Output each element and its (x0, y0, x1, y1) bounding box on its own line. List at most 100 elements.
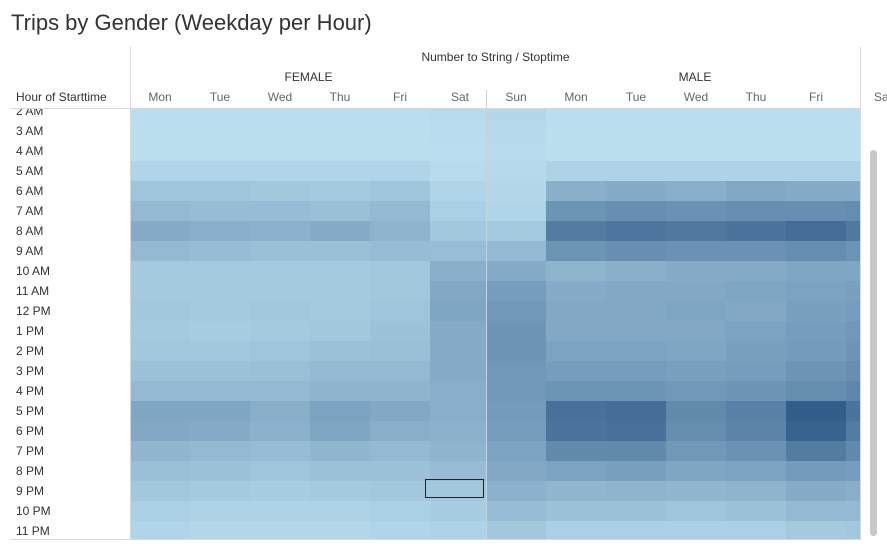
heatmap-cell[interactable] (190, 181, 251, 201)
heatmap-cell[interactable] (726, 421, 787, 441)
heatmap-cell[interactable] (606, 401, 667, 421)
heatmap-cell[interactable] (370, 181, 431, 201)
heatmap-cell[interactable] (131, 221, 191, 241)
heatmap-cell[interactable] (131, 121, 191, 141)
heatmap-cell[interactable] (250, 301, 311, 321)
heatmap-cell[interactable] (606, 321, 667, 341)
heatmap-cell[interactable] (546, 141, 607, 161)
heatmap-cell[interactable] (310, 421, 371, 441)
heatmap-cell[interactable] (430, 341, 491, 361)
heatmap-cell[interactable] (310, 161, 371, 181)
heatmap-cell[interactable] (190, 381, 251, 401)
heatmap-grid[interactable] (131, 109, 860, 539)
heatmap-cell[interactable] (846, 221, 860, 241)
heatmap-cell[interactable] (430, 521, 491, 539)
heatmap-cell[interactable] (250, 261, 311, 281)
heatmap-cell[interactable] (310, 241, 371, 261)
heatmap-cell[interactable] (666, 441, 727, 461)
heatmap-cell[interactable] (250, 501, 311, 521)
heatmap-cell[interactable] (486, 481, 547, 501)
heatmap-cell[interactable] (666, 461, 727, 481)
heatmap-cell[interactable] (190, 421, 251, 441)
heatmap-cell[interactable] (131, 501, 191, 521)
heatmap-cell[interactable] (310, 401, 371, 421)
heatmap-cell[interactable] (370, 221, 431, 241)
heatmap-cell[interactable] (250, 461, 311, 481)
heatmap-cell[interactable] (546, 321, 607, 341)
heatmap-cell[interactable] (606, 301, 667, 321)
heatmap-cell[interactable] (546, 121, 607, 141)
heatmap-cell[interactable] (846, 441, 860, 461)
heatmap-cell[interactable] (786, 109, 847, 121)
heatmap-cell[interactable] (606, 281, 667, 301)
heatmap-cell[interactable] (430, 161, 491, 181)
heatmap-cell[interactable] (486, 141, 547, 161)
heatmap-cell[interactable] (606, 481, 667, 501)
heatmap-cell[interactable] (546, 261, 607, 281)
heatmap-cell[interactable] (786, 121, 847, 141)
heatmap-cell[interactable] (666, 241, 727, 261)
heatmap-cell[interactable] (310, 281, 371, 301)
heatmap-cell[interactable] (546, 201, 607, 221)
heatmap-cell[interactable] (786, 321, 847, 341)
heatmap-cell[interactable] (546, 441, 607, 461)
heatmap-cell[interactable] (786, 521, 847, 539)
heatmap-cell[interactable] (190, 441, 251, 461)
heatmap-cell[interactable] (190, 341, 251, 361)
heatmap-cell[interactable] (486, 281, 547, 301)
heatmap-cell[interactable] (250, 161, 311, 181)
heatmap-cell[interactable] (546, 301, 607, 321)
heatmap-cell[interactable] (250, 521, 311, 539)
heatmap-cell[interactable] (546, 421, 607, 441)
heatmap-cell[interactable] (486, 109, 547, 121)
heatmap-cell[interactable] (846, 321, 860, 341)
heatmap-cell[interactable] (726, 261, 787, 281)
heatmap-cell[interactable] (846, 261, 860, 281)
heatmap-cell[interactable] (546, 381, 607, 401)
heatmap-cell[interactable] (430, 421, 491, 441)
heatmap-cell[interactable] (370, 281, 431, 301)
heatmap-cell[interactable] (370, 341, 431, 361)
heatmap-cell[interactable] (666, 361, 727, 381)
heatmap-cell[interactable] (250, 109, 311, 121)
heatmap-cell[interactable] (190, 121, 251, 141)
heatmap-cell[interactable] (726, 221, 787, 241)
scrollbar-thumb[interactable] (870, 150, 877, 536)
heatmap-cell[interactable] (310, 221, 371, 241)
heatmap-cell[interactable] (846, 121, 860, 141)
heatmap-cell[interactable] (666, 201, 727, 221)
heatmap-cell[interactable] (430, 181, 491, 201)
heatmap-cell[interactable] (726, 501, 787, 521)
heatmap-cell[interactable] (190, 301, 251, 321)
heatmap-cell[interactable] (846, 109, 860, 121)
heatmap-cell[interactable] (190, 501, 251, 521)
heatmap-cell[interactable] (666, 121, 727, 141)
heatmap-cell[interactable] (846, 481, 860, 501)
heatmap-cell[interactable] (546, 401, 607, 421)
heatmap-cell[interactable] (310, 461, 371, 481)
heatmap-cell[interactable] (370, 461, 431, 481)
heatmap-cell[interactable] (486, 201, 547, 221)
heatmap-cell[interactable] (370, 441, 431, 461)
heatmap-cell[interactable] (190, 361, 251, 381)
heatmap-cell[interactable] (786, 201, 847, 221)
heatmap-cell[interactable] (666, 161, 727, 181)
heatmap-cell[interactable] (250, 381, 311, 401)
heatmap-cell[interactable] (726, 341, 787, 361)
heatmap-cell[interactable] (486, 421, 547, 441)
heatmap-cell[interactable] (190, 109, 251, 121)
heatmap-cell[interactable] (846, 141, 860, 161)
heatmap-cell[interactable] (250, 341, 311, 361)
heatmap-cell[interactable] (131, 281, 191, 301)
heatmap-cell[interactable] (666, 481, 727, 501)
heatmap-cell[interactable] (546, 221, 607, 241)
heatmap-cell[interactable] (131, 241, 191, 261)
heatmap-cell[interactable] (846, 521, 860, 539)
heatmap-cell[interactable] (486, 261, 547, 281)
heatmap-cell[interactable] (250, 441, 311, 461)
heatmap-cell[interactable] (606, 261, 667, 281)
heatmap-cell[interactable] (430, 109, 491, 121)
heatmap-cell[interactable] (606, 161, 667, 181)
heatmap-cell[interactable] (131, 361, 191, 381)
heatmap-cell[interactable] (370, 321, 431, 341)
